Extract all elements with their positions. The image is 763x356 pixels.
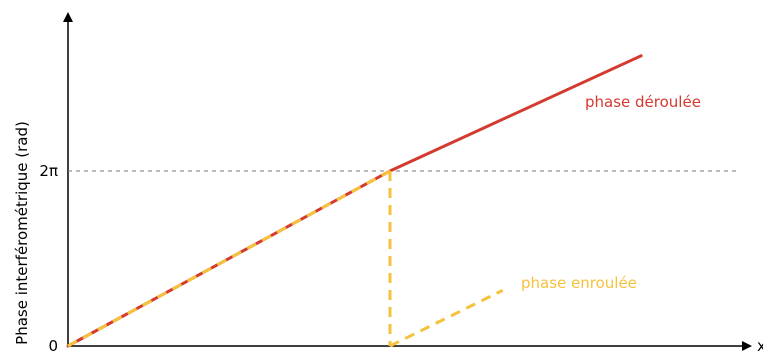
x-axis-arrow <box>742 341 752 351</box>
axes <box>63 12 752 351</box>
y-axis-label: Phase interférométrique (rad) <box>13 121 31 345</box>
labels: 0 2π Phase interférométrique (rad) x phase d… <box>13 93 763 355</box>
series-label-phase-enroulee: phase enroulée <box>521 274 637 292</box>
series-layer <box>66 54 643 348</box>
series-label-phase-deroulee: phase déroulée <box>585 93 701 111</box>
x-axis-label: x <box>757 337 763 355</box>
series-line-phase-deroulee <box>66 54 643 348</box>
y-axis-arrow <box>63 12 73 22</box>
y-tick-label: 2π <box>39 162 58 180</box>
series-segment-phase-enroulee <box>389 288 504 348</box>
y-tick-label: 0 <box>48 337 58 355</box>
